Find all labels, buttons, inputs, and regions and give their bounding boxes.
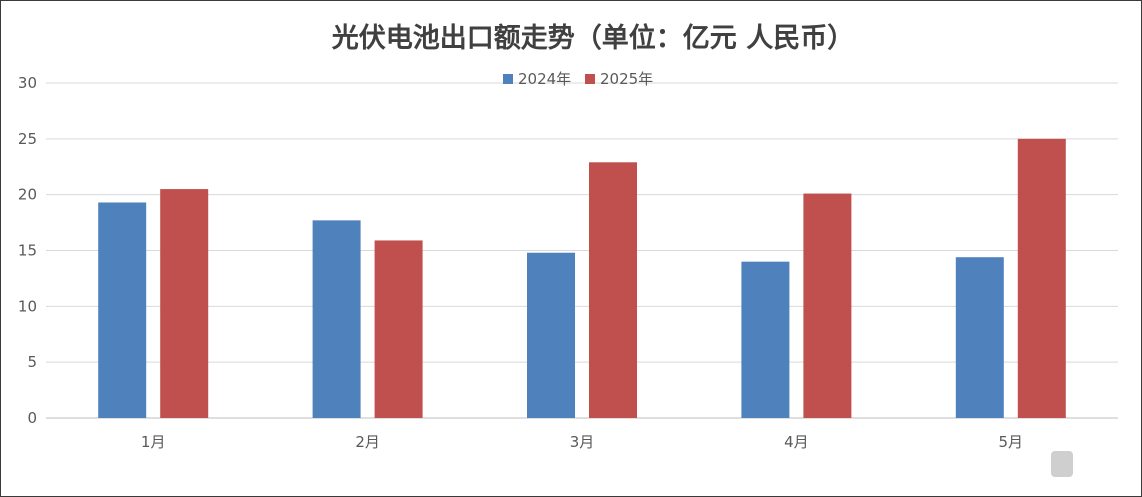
y-axis-ticks: 0 5 10 15 20 25 30 bbox=[18, 74, 37, 427]
bar-series2-1 bbox=[160, 189, 209, 418]
bar-series1-3 bbox=[527, 252, 575, 418]
watermark: 钛媒体 TMTPOST bbox=[1051, 451, 1117, 479]
x-tick-label: 1月 bbox=[141, 433, 166, 451]
bar-series1-5 bbox=[955, 257, 1004, 418]
watermark-subtext: TMTPOST bbox=[1076, 472, 1112, 479]
watermark-logo-icon bbox=[1051, 451, 1073, 477]
y-tick-label: 25 bbox=[18, 130, 37, 148]
legend-label: 2024年 bbox=[518, 70, 571, 88]
y-tick-label: 10 bbox=[18, 297, 37, 315]
bars bbox=[98, 138, 1066, 419]
x-axis-ticks: 1月 2月 3月 4月 5月 bbox=[141, 433, 1023, 451]
bar-series1-4 bbox=[741, 261, 790, 418]
x-tick-label: 5月 bbox=[999, 433, 1024, 451]
bar-series1-1 bbox=[98, 202, 147, 418]
legend: 2024年 2025年 bbox=[503, 70, 653, 88]
y-tick-label: 30 bbox=[18, 74, 37, 92]
x-tick-label: 4月 bbox=[784, 433, 809, 451]
watermark-text: 钛媒体 bbox=[1076, 455, 1117, 471]
y-tick-label: 5 bbox=[27, 353, 37, 371]
chart-title: 光伏电池出口额走势（单位：亿元 人民币） bbox=[331, 22, 854, 54]
bar-series2-3 bbox=[589, 162, 637, 418]
x-tick-label: 2月 bbox=[355, 433, 380, 451]
legend-swatch bbox=[503, 74, 513, 84]
legend-label: 2025年 bbox=[600, 70, 653, 88]
bar-series2-5 bbox=[1017, 138, 1066, 419]
y-tick-label: 20 bbox=[18, 186, 37, 204]
bar-series1-2 bbox=[312, 220, 361, 418]
grid-lines bbox=[46, 82, 1118, 419]
x-tick-label: 3月 bbox=[570, 433, 595, 451]
bar-series2-4 bbox=[803, 193, 852, 418]
legend-swatch bbox=[585, 74, 595, 84]
y-tick-label: 15 bbox=[18, 242, 37, 260]
bar-series2-2 bbox=[374, 240, 423, 418]
y-tick-label: 0 bbox=[27, 409, 37, 427]
